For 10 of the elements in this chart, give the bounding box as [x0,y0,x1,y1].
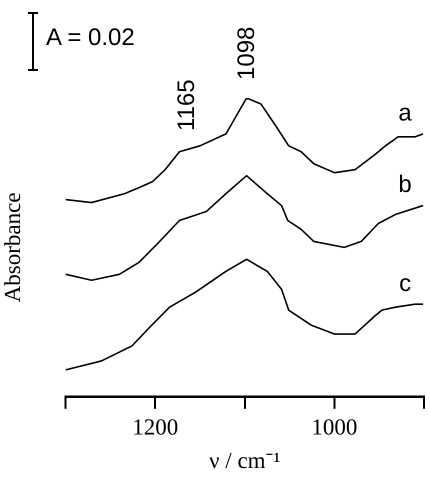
x-tick-label: 1200 [132,414,178,440]
series-label: c [399,270,412,297]
series-label: b [398,171,412,198]
y-axis-title: Absorbance [0,192,25,302]
annotation: 1165 [172,79,200,131]
text: A = 0.02 [46,24,135,52]
x-axis-title: ν / cm⁻¹ [209,448,281,474]
series-label: a [398,99,412,126]
annotation: 1098 [232,26,260,80]
x-tick-label: 1000 [311,414,358,440]
